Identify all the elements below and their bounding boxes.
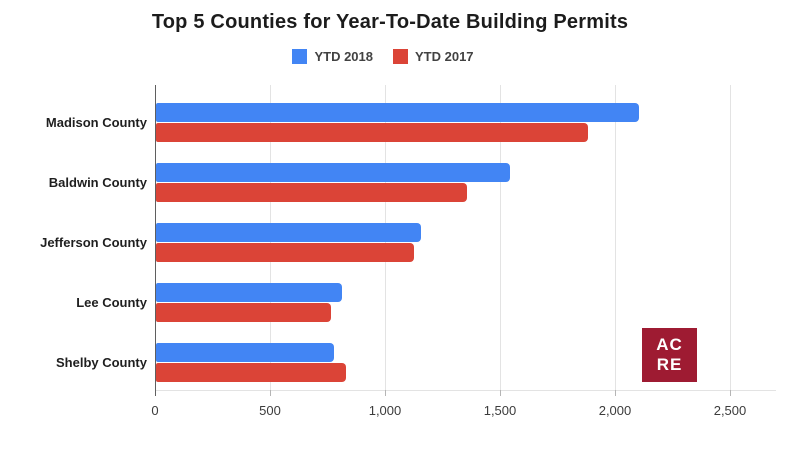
legend-item-ytd-2018: YTD 2018 <box>292 49 373 64</box>
acre-logo-line1: AC <box>656 335 683 354</box>
bar-baldwin-county-ytd-2018 <box>156 163 510 182</box>
bar-madison-county-ytd-2017 <box>156 123 588 142</box>
x-tick-label: 2,500 <box>713 403 747 418</box>
axis-tick-500 <box>270 390 271 396</box>
chart-legend: YTD 2018 YTD 2017 <box>0 49 783 64</box>
acre-logo: AC RE <box>642 328 697 382</box>
bar-jefferson-county-ytd-2017 <box>156 243 414 262</box>
x-tick-label: 2,000 <box>598 403 632 418</box>
axis-tick-2500 <box>730 390 731 396</box>
bar-lee-county-ytd-2017 <box>156 303 331 322</box>
axis-tick-1500 <box>500 390 501 396</box>
category-label-lee-county: Lee County <box>76 295 147 310</box>
gridline-1500 <box>500 85 501 390</box>
x-tick-label: 500 <box>259 403 281 418</box>
legend-label: YTD 2018 <box>314 49 373 64</box>
axis-tick-1000 <box>385 390 386 396</box>
category-label-madison-county: Madison County <box>45 115 147 130</box>
plot-area <box>155 85 776 396</box>
gridline-2500 <box>730 85 731 390</box>
bar-jefferson-county-ytd-2018 <box>156 223 421 242</box>
gridline-2000 <box>615 85 616 390</box>
bar-lee-county-ytd-2018 <box>156 283 342 302</box>
category-label-shelby-county: Shelby County <box>55 355 147 370</box>
acre-logo-line2: RE <box>656 355 683 374</box>
axis-tick-2000 <box>615 390 616 396</box>
chart-title: Top 5 Counties for Year-To-Date Building… <box>151 11 629 33</box>
legend-item-ytd-2017: YTD 2017 <box>393 49 474 64</box>
bar-baldwin-county-ytd-2017 <box>156 183 467 202</box>
legend-label: YTD 2017 <box>415 49 474 64</box>
legend-swatch-ytd-2017 <box>393 49 408 64</box>
legend-swatch-ytd-2018 <box>292 49 308 64</box>
category-label-jefferson-county: Jefferson County <box>40 235 147 250</box>
category-label-baldwin-county: Baldwin County <box>48 175 147 190</box>
bar-shelby-county-ytd-2017 <box>156 363 346 382</box>
axis-tick-0 <box>155 390 156 396</box>
x-tick-label: 1,500 <box>483 403 517 418</box>
bar-shelby-county-ytd-2018 <box>156 343 334 362</box>
bar-madison-county-ytd-2018 <box>156 103 639 122</box>
x-tick-label: 1,000 <box>368 403 402 418</box>
x-tick-label: 0 <box>151 403 159 418</box>
